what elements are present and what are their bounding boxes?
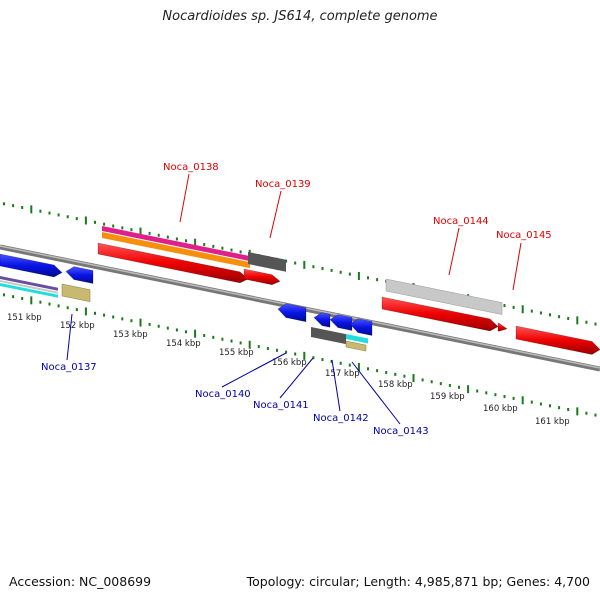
feature-0139-dark [248,252,286,272]
gene-leader-line [221,352,287,388]
gene-leader-line [448,227,460,276]
feature-0137-khaki [61,283,91,302]
page-title: Nocardioides sp. JS614, complete genome [162,9,438,24]
gene-leader-line [279,357,314,399]
gene-label-forward: Noca_0145 [496,230,552,241]
gene-label-forward: Noca_0138 [163,162,219,173]
scale-tick-label: 160 kbp [483,404,518,414]
gene-label-forward: Noca_0139 [255,179,311,190]
feature-0144-light [385,278,503,315]
feature-0141-dark [311,327,346,345]
gene-leader-line [269,190,282,239]
scale-tick-label: 159 kbp [430,392,465,402]
cds-arrow-0137b [65,266,94,284]
cds-arrow-0143 [349,318,373,336]
gene-label-reverse: Noca_0137 [41,362,97,373]
cds-arrow-0140 [277,303,307,323]
trna-feature-0138 [102,226,250,262]
scale-tick-label: 154 kbp [166,339,201,349]
scale-tick-label: 161 kbp [535,417,570,427]
cds-arrow-0144 [381,296,499,332]
gene-label-forward: Noca_0144 [433,216,489,227]
feature-0137-gray [0,280,58,294]
cds-arrow-0141 [313,312,331,328]
cds-arrow-0139 [243,268,281,286]
scale-tick-label: 153 kbp [113,330,148,340]
gene-label-reverse: Noca_0143 [373,426,429,437]
scale-tick-label: 157 kbp [325,369,360,379]
feature-0137-cyan [0,283,58,298]
gene-label-reverse: Noca_0142 [313,413,369,424]
gene-leader-line [179,173,190,223]
scale-tick-label: 151 kbp [7,313,42,323]
gene-leader-line [351,361,401,425]
cds-arrow-0138 [97,242,249,284]
scale-tick-label: 155 kbp [219,348,254,358]
scale-tick-label: 156 kbp [272,358,307,368]
scale-tick-label: 158 kbp [378,380,413,390]
gene-leader-line [66,313,73,361]
gene-track-0138 [102,232,250,269]
scale-tick-label: 152 kbp [60,321,95,331]
gene-leader-line [331,359,341,412]
feature-0137-purple [0,276,58,291]
cds-arrow-0145 [515,325,600,355]
gene-label-reverse: Noca_0140 [195,389,251,400]
cds-arrow-0137a [0,253,63,278]
gene-label-reverse: Noca_0141 [253,400,309,411]
topology-label: Topology: circular; Length: 4,985,871 bp… [246,574,590,589]
feature-0143-cyan [346,334,368,344]
accession-label: Accession: NC_008699 [9,574,152,589]
cds-arrow-0144b [497,322,508,332]
gene-leader-line [512,242,522,291]
feature-0143-khaki [345,340,367,352]
